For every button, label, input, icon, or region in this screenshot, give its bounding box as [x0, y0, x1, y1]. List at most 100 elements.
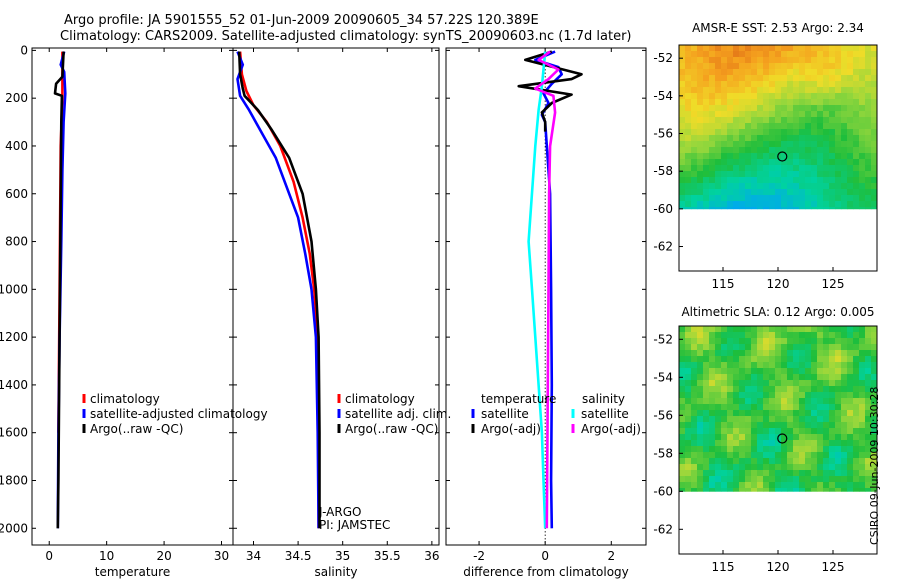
heatmap-cell — [763, 111, 770, 118]
heatmap-cell — [811, 51, 818, 58]
heatmap-cell — [709, 87, 716, 94]
heatmap-cell — [745, 123, 752, 130]
heatmap-cell — [727, 452, 734, 459]
heatmap-cell — [751, 123, 758, 130]
heatmap-cell — [769, 153, 776, 160]
heatmap-cell — [823, 410, 830, 417]
heatmap-cell — [745, 189, 752, 196]
heatmap-cell — [745, 81, 752, 88]
heatmap-cell — [763, 392, 770, 399]
heatmap-cell — [757, 458, 764, 465]
heatmap-cell — [853, 135, 860, 142]
heatmap-cell — [841, 45, 848, 52]
heatmap-cell — [865, 189, 872, 196]
heatmap-cell — [691, 51, 698, 58]
heatmap-cell — [781, 177, 788, 184]
heatmap-cell — [847, 111, 854, 118]
heatmap-cell — [781, 123, 788, 130]
heatmap-cell — [703, 476, 710, 483]
heatmap-cell — [763, 135, 770, 142]
heatmap-cell — [739, 141, 746, 148]
heatmap-cell — [781, 482, 788, 489]
heatmap-cell — [679, 350, 686, 357]
heatmap-cell — [859, 75, 866, 82]
heatmap-cell — [763, 470, 770, 477]
heatmap-cell — [685, 362, 692, 369]
heatmap-cell — [775, 165, 782, 172]
heatmap-cell — [721, 45, 728, 52]
heatmap-cell — [811, 470, 818, 477]
heatmap-cell — [745, 51, 752, 58]
heatmap-cell — [853, 69, 860, 76]
heatmap-cell — [685, 93, 692, 100]
heatmap-cell — [733, 87, 740, 94]
heatmap-cell — [775, 129, 782, 136]
heatmap-cell — [811, 332, 818, 339]
heatmap-cell — [781, 105, 788, 112]
heatmap-cell — [745, 386, 752, 393]
heatmap-cell — [679, 362, 686, 369]
heatmap-cell — [835, 87, 842, 94]
heatmap-cell — [841, 464, 848, 471]
heatmap-cell — [685, 129, 692, 136]
heatmap-cell — [745, 171, 752, 178]
heatmap-cell — [817, 99, 824, 106]
heatmap-cell — [853, 380, 860, 387]
heatmap-cell — [829, 362, 836, 369]
heatmap-cell — [847, 93, 854, 100]
heatmap-cell — [871, 93, 878, 100]
heatmap-cell — [811, 75, 818, 82]
heatmap-cell — [727, 458, 734, 465]
heatmap-cell — [859, 87, 866, 94]
heatmap-cell — [763, 189, 770, 196]
heatmap-cell — [733, 350, 740, 357]
heatmap-cell — [799, 117, 806, 124]
heatmap-cell — [841, 392, 848, 399]
heatmap-cell — [781, 374, 788, 381]
heatmap-cell — [715, 344, 722, 351]
heatmap-cell — [859, 123, 866, 130]
heatmap-cell — [871, 195, 878, 202]
heatmap-cell — [811, 416, 818, 423]
heatmap-cell — [847, 422, 854, 429]
heatmap-cell — [757, 183, 764, 190]
heatmap-cell — [829, 45, 836, 52]
heatmap-cell — [733, 177, 740, 184]
heatmap-cell — [685, 434, 692, 441]
heatmap-cell — [691, 392, 698, 399]
heatmap-cell — [739, 470, 746, 477]
heatmap-cell — [757, 159, 764, 166]
heatmap-cell — [865, 470, 872, 477]
heatmap-cell — [805, 344, 812, 351]
heatmap-cell — [787, 165, 794, 172]
heatmap-cell — [703, 147, 710, 154]
heatmap-cell — [721, 189, 728, 196]
heatmap-cell — [715, 45, 722, 52]
heatmap-cell — [715, 404, 722, 411]
heatmap-cell — [763, 45, 770, 52]
heatmap-cell — [787, 117, 794, 124]
heatmap-cell — [709, 410, 716, 417]
heatmap-cell — [823, 386, 830, 393]
heatmap-cell — [835, 189, 842, 196]
heatmap-cell — [853, 338, 860, 345]
heatmap-cell — [703, 63, 710, 70]
heatmap-cell — [865, 350, 872, 357]
heatmap-cell — [865, 69, 872, 76]
heatmap-cell — [745, 183, 752, 190]
x-tick-label: 34.5 — [285, 549, 312, 563]
heatmap-cell — [781, 93, 788, 100]
heatmap-cell — [781, 165, 788, 172]
heatmap-cell — [679, 398, 686, 405]
heatmap-cell — [745, 141, 752, 148]
heatmap-cell — [697, 207, 704, 210]
heatmap-cell — [721, 368, 728, 375]
heatmap-cell — [703, 380, 710, 387]
heatmap-cell — [817, 464, 824, 471]
legend-label: Argo(-adj) — [581, 422, 641, 436]
heatmap-cell — [799, 326, 806, 333]
heatmap-cell — [727, 464, 734, 471]
heatmap-cell — [781, 141, 788, 148]
heatmap-cell — [829, 422, 836, 429]
